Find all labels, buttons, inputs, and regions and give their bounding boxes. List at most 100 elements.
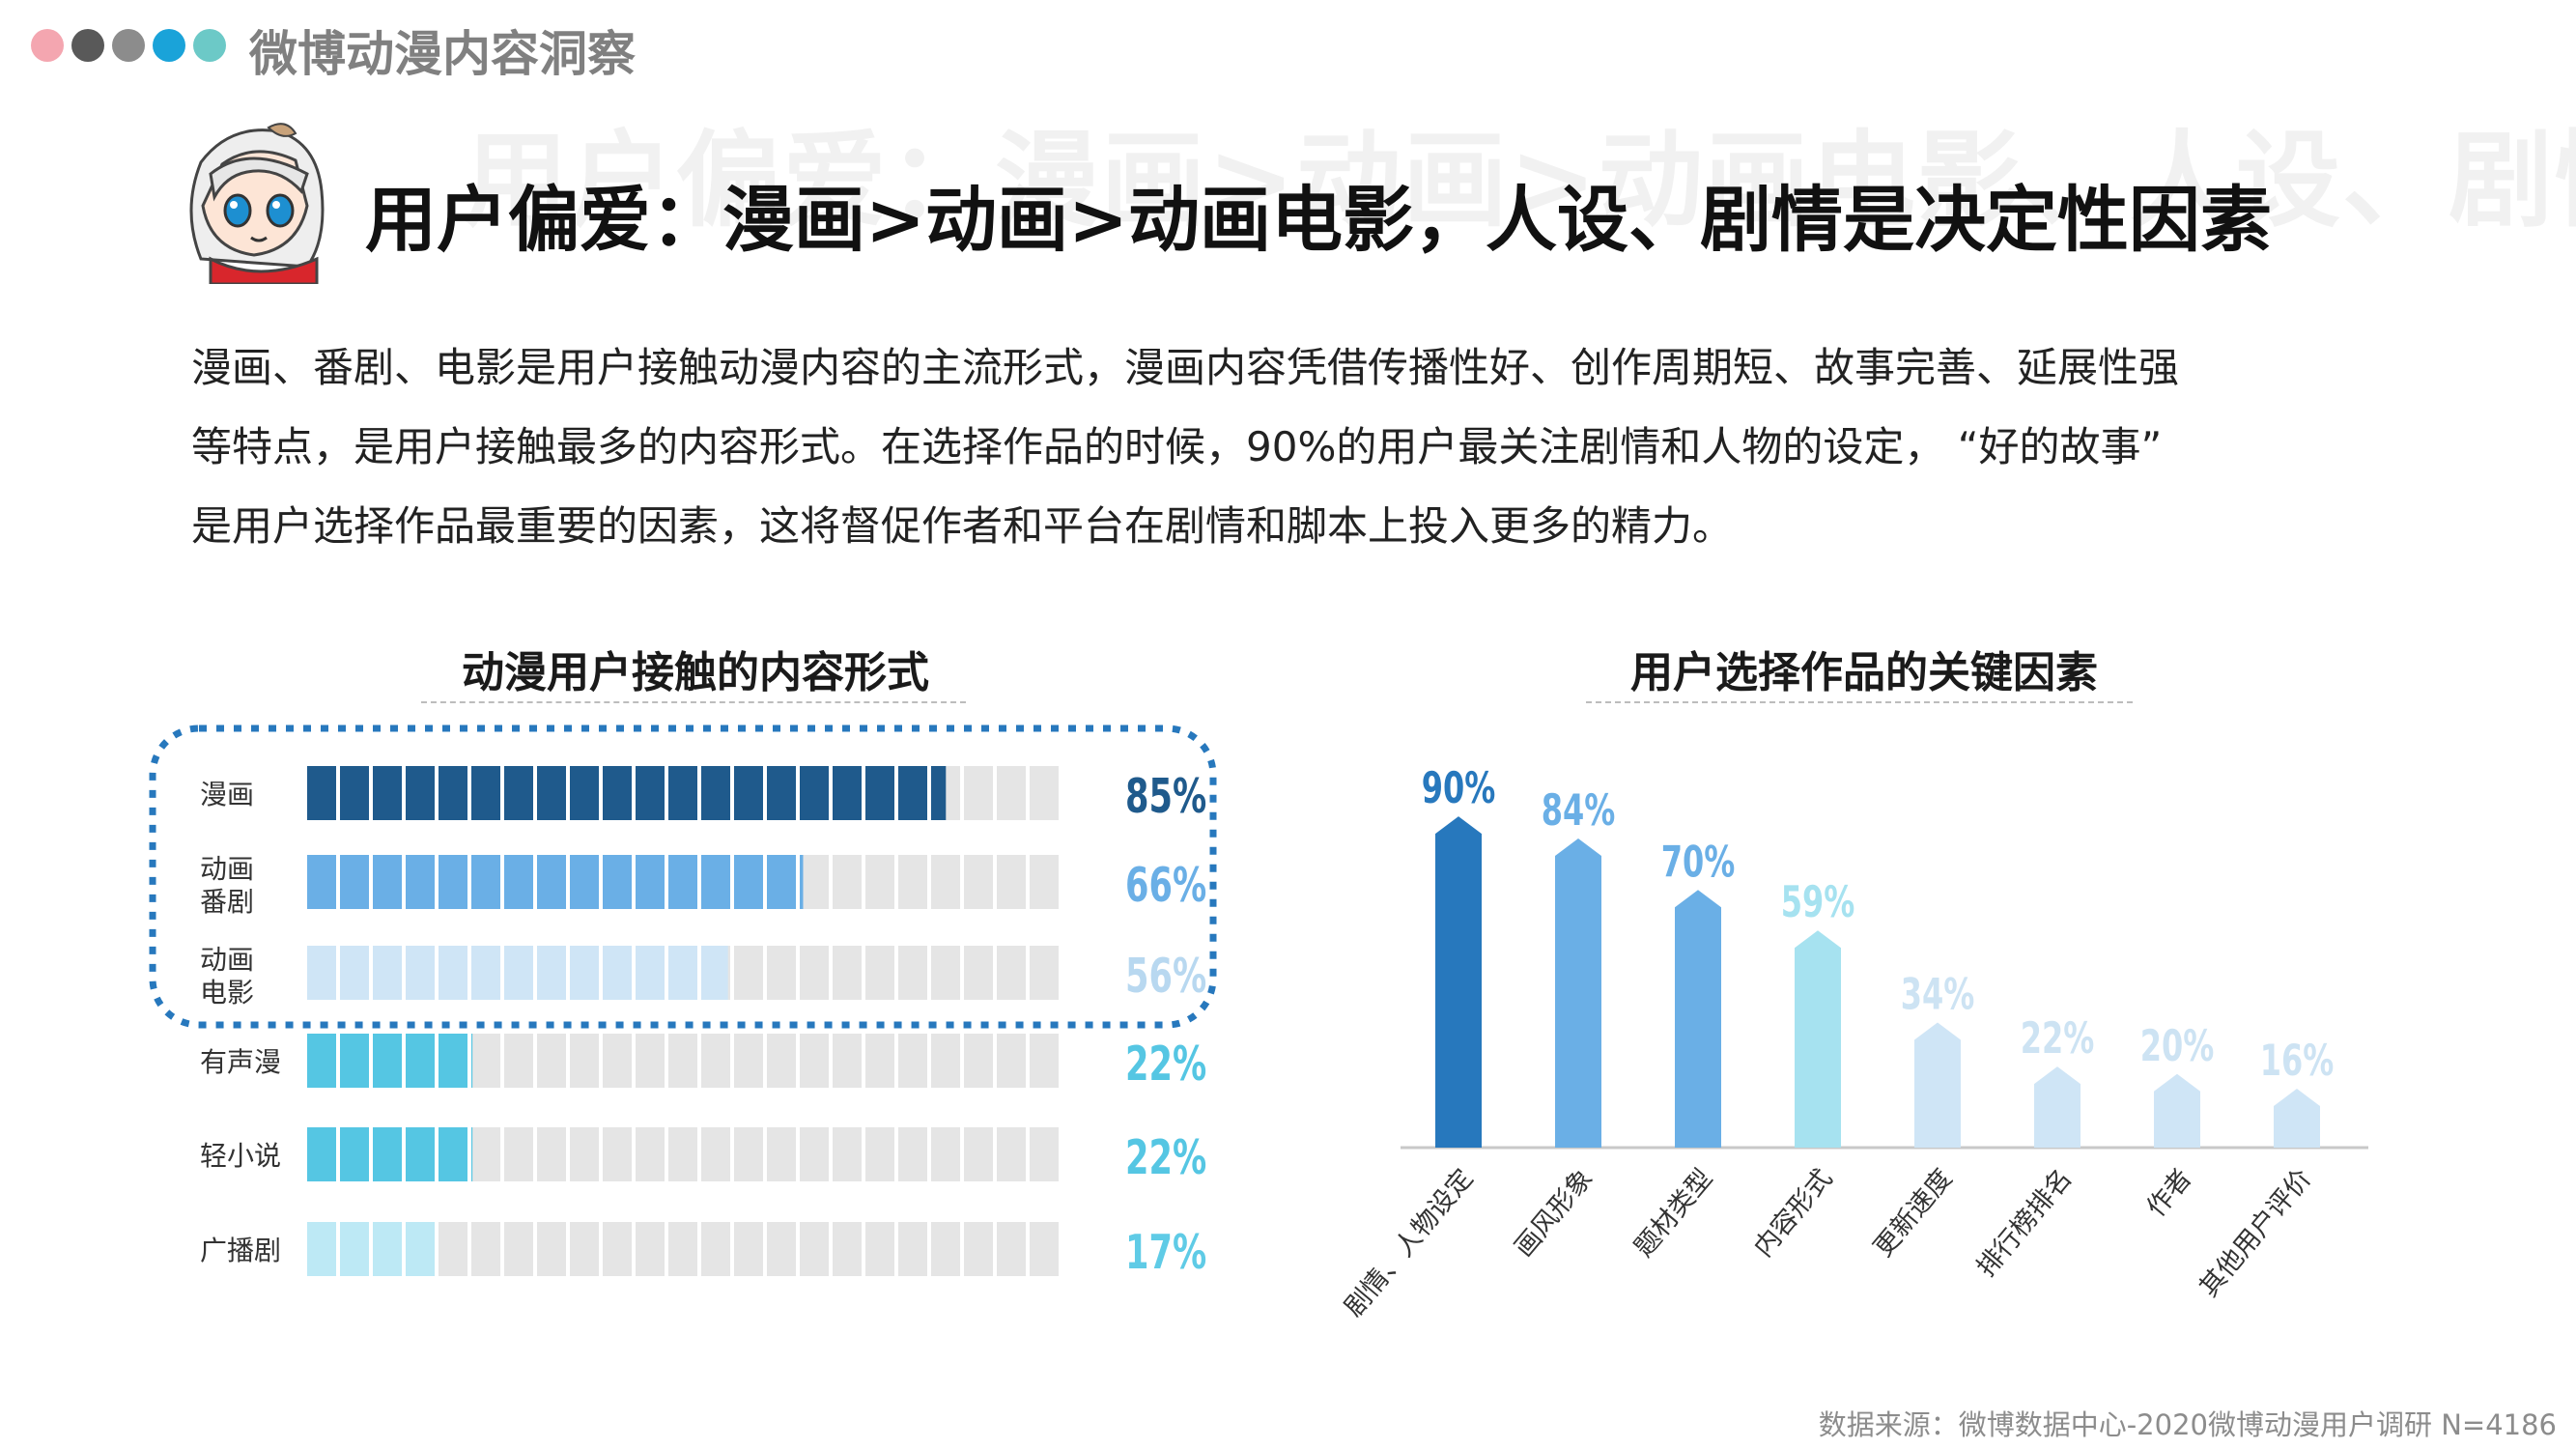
bar-row: 动画电影 56% <box>200 944 1206 1009</box>
bar-track-segment <box>668 1034 697 1088</box>
category-label: 作者 <box>2141 1164 2197 1223</box>
bar-track-segment <box>833 946 862 1000</box>
bar-track-segment <box>1030 1222 1059 1276</box>
category-label: 题材类型 <box>1628 1164 1718 1264</box>
bar: 70% 题材类型 <box>1628 838 1735 1263</box>
left-chart-title-rule <box>421 701 966 703</box>
bar-track-segment <box>898 946 927 1000</box>
bar-track-segment <box>504 1127 533 1181</box>
bar-track-segment <box>504 1034 533 1088</box>
bar-track-segment <box>931 1127 960 1181</box>
bar-track-segment <box>833 1222 862 1276</box>
category-label: 有声漫 <box>200 1046 281 1078</box>
bar-track-segment <box>997 766 1026 820</box>
bar: 59% 内容形式 <box>1748 878 1854 1263</box>
value-label: 34% <box>1901 970 1975 1020</box>
bar-track-segment <box>668 1127 697 1181</box>
bar-track-segment <box>537 1127 566 1181</box>
bar-track-segment <box>997 1127 1026 1181</box>
bar-track-segment <box>997 1034 1026 1088</box>
bar-track-segment <box>603 1127 632 1181</box>
bar-track-segment <box>767 946 796 1000</box>
bar-track-segment <box>603 1034 632 1088</box>
bar-track-segment <box>537 1222 566 1276</box>
bar-track-segment <box>931 946 960 1000</box>
bar-track-segment <box>603 1222 632 1276</box>
bar-track-segment <box>931 1034 960 1088</box>
category-label: 其他用户评价 <box>2194 1164 2317 1303</box>
bar-track-segment <box>570 1034 599 1088</box>
bar-track-segment <box>471 1222 500 1276</box>
bar-track-segment <box>931 1222 960 1276</box>
bar-track-segment <box>898 855 927 909</box>
bar-track-segment <box>833 1034 862 1088</box>
intro-line: 是用户选择作品最重要的因素，这将督促作者和平台在剧情和脚本上投入更多的精力。 <box>191 502 1734 550</box>
bar-track-segment <box>997 855 1026 909</box>
bar-track-segment <box>964 1034 993 1088</box>
bar-fill <box>307 1127 473 1181</box>
bar-track-segment <box>865 1034 894 1088</box>
bar-track-segment <box>1030 1034 1059 1088</box>
category-label: 轻小说 <box>200 1140 281 1172</box>
brand-dot <box>153 29 185 62</box>
bar-track-segment <box>898 1222 927 1276</box>
headline-watermark: 用户偏爱：漫画>动画>动画电影、人设、剧情 <box>464 121 2576 242</box>
value-label: 16% <box>2260 1037 2335 1087</box>
value-label: 70% <box>1661 838 1736 888</box>
bar-track-segment <box>898 1034 927 1088</box>
bar-fill <box>307 946 728 1000</box>
bar-track-segment <box>1030 855 1059 909</box>
bar-track-segment <box>833 1127 862 1181</box>
value-label: 22% <box>1125 1037 1206 1093</box>
bar: 90% 剧情、人物设定 <box>1339 764 1495 1322</box>
value-label: 90% <box>1422 764 1496 814</box>
bar-shape <box>2274 1089 2320 1148</box>
bar-track-segment <box>997 946 1026 1000</box>
bar-track-segment <box>898 1127 927 1181</box>
bar-shape <box>1914 1022 1961 1148</box>
bar-track-segment <box>800 855 829 909</box>
bar-track-segment <box>701 1127 730 1181</box>
bar-row: 漫画 85% <box>200 766 1206 825</box>
intro-line: 漫画、番剧、电影是用户接触动漫内容的主流形式，漫画内容凭借传播性好、创作周期短、… <box>191 344 2180 391</box>
category-label: 动画电影 <box>200 944 254 1009</box>
bar-row: 轻小说 22% <box>200 1127 1206 1186</box>
bar-track-segment <box>734 1127 763 1181</box>
bar-track-segment <box>800 1127 829 1181</box>
bar: 34% 更新速度 <box>1868 970 1974 1263</box>
bar-track-segment <box>964 1222 993 1276</box>
value-label: 22% <box>2021 1014 2095 1065</box>
bar-track-segment <box>964 946 993 1000</box>
category-label: 内容形式 <box>1748 1164 1838 1264</box>
bar-shape <box>1555 838 1601 1148</box>
bar-track-segment <box>865 855 894 909</box>
left-chart-title: 动漫用户接触的内容形式 <box>462 648 929 697</box>
bar-fill <box>307 855 804 909</box>
brand-title: 微博动漫内容洞察 <box>249 26 636 82</box>
bar-fill <box>307 1222 435 1276</box>
bar-track-segment <box>800 1034 829 1088</box>
bar: 20% 作者 <box>2140 1022 2215 1223</box>
bar-track-segment <box>734 1222 763 1276</box>
bar-track-segment <box>767 1127 796 1181</box>
bar-fill <box>307 1034 473 1088</box>
bar-shape <box>2034 1066 2081 1148</box>
page-title: 用户偏爱：漫画>动画>动画电影，人设、剧情是决定性因素 <box>365 179 2273 262</box>
value-label: 20% <box>2140 1022 2215 1072</box>
bar-shape <box>1675 890 1721 1148</box>
category-label: 剧情、人物设定 <box>1339 1164 1479 1323</box>
bar-track-segment <box>997 1222 1026 1276</box>
bar: 84% 画风形象 <box>1509 786 1615 1264</box>
value-label: 22% <box>1125 1130 1206 1186</box>
bar-track-segment <box>865 946 894 1000</box>
bar-track-segment <box>767 1034 796 1088</box>
bar-track-segment <box>800 1222 829 1276</box>
data-source-note: 数据来源：微博数据中心-2020微博动漫用户调研 N=4186 <box>1818 1408 2557 1441</box>
bar-track-segment <box>636 1127 665 1181</box>
bar-track-segment <box>865 1222 894 1276</box>
value-label: 56% <box>1125 949 1206 1005</box>
bar-track-segment <box>964 1127 993 1181</box>
brand-dot <box>71 29 104 62</box>
bar-track-segment <box>800 946 829 1000</box>
bar-row: 有声漫 22% <box>200 1034 1206 1093</box>
